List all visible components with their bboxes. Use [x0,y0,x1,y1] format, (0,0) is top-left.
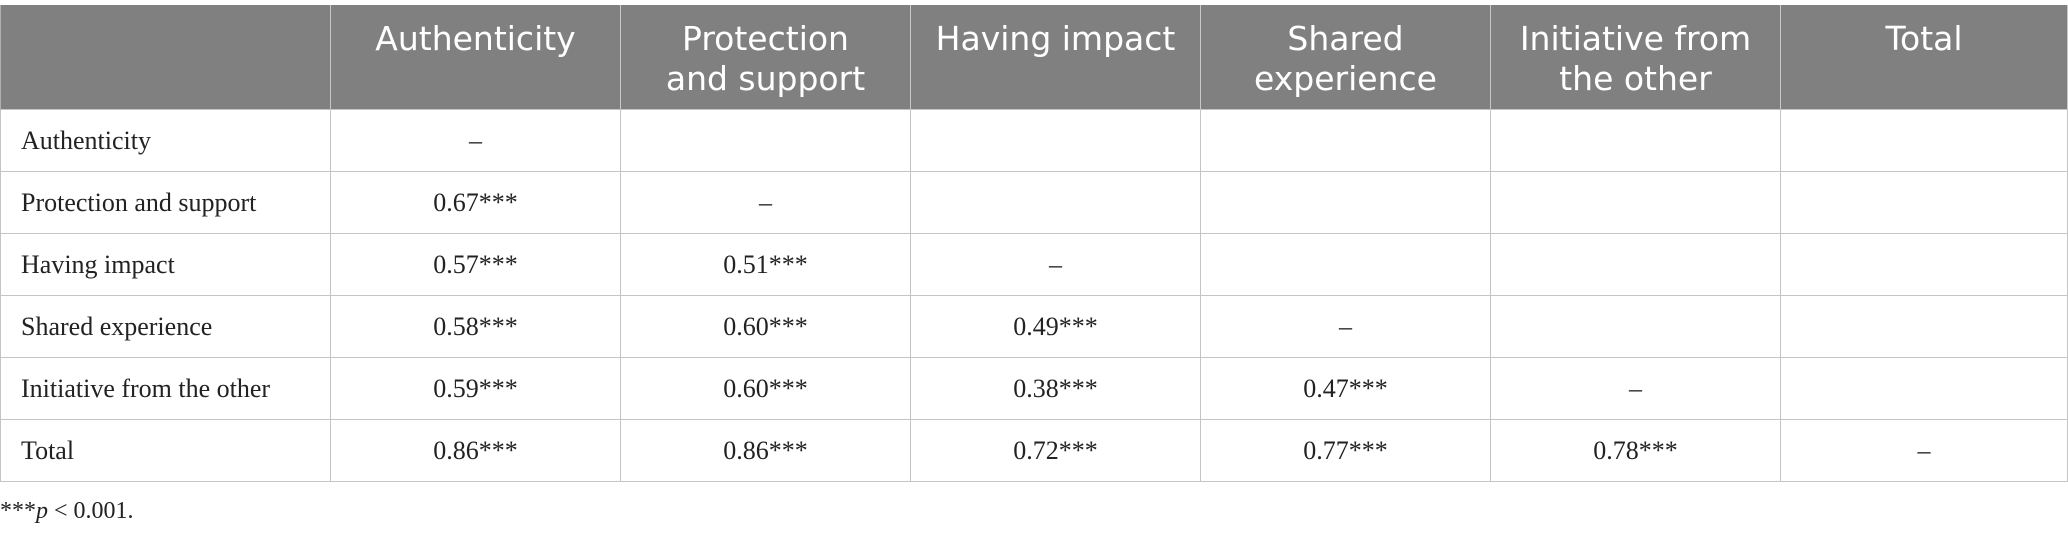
table-cell: 0.57*** [330,233,621,296]
table-row: Having impact 0.57*** 0.51*** – [0,233,2068,296]
header-cell-authenticity: Authenticity [330,5,621,110]
table-footnote: ***p < 0.001. [0,498,134,525]
table-header: Authenticity Protection and support Havi… [0,5,2068,110]
table-cell: 0.47*** [1200,357,1491,420]
table-row: Protection and support 0.67*** – [0,171,2068,234]
header-row: Authenticity Protection and support Havi… [0,5,2068,110]
header-cell-total: Total [1780,5,2068,110]
correlation-table: Authenticity Protection and support Havi… [0,5,2068,482]
table-cell [1780,295,2068,358]
table-row: Total 0.86*** 0.86*** 0.72*** 0.77*** 0.… [0,419,2068,482]
table-cell: 0.86*** [620,419,911,482]
table-row: Initiative from the other 0.59*** 0.60**… [0,357,2068,420]
row-label: Shared experience [0,295,331,358]
table-cell: 0.86*** [330,419,621,482]
table-body: Authenticity – Protection and support 0.… [0,109,2068,482]
table-cell: 0.60*** [620,357,911,420]
table-cell: – [1780,419,2068,482]
table-cell: – [910,233,1201,296]
correlation-table-container: Authenticity Protection and support Havi… [0,5,2068,482]
table-cell: – [620,171,911,234]
table-cell: 0.59*** [330,357,621,420]
row-label: Total [0,419,331,482]
table-cell: 0.60*** [620,295,911,358]
table-cell [1490,233,1781,296]
table-row: Authenticity – [0,109,2068,172]
table-cell [1490,171,1781,234]
table-cell: 0.78*** [1490,419,1781,482]
table-cell [1780,171,2068,234]
table-cell: 0.51*** [620,233,911,296]
table-cell: – [1200,295,1491,358]
table-cell: 0.72*** [910,419,1201,482]
table-cell: 0.67*** [330,171,621,234]
table-cell: 0.58*** [330,295,621,358]
row-label: Authenticity [0,109,331,172]
table-cell [1200,109,1491,172]
table-cell [620,109,911,172]
header-cell-having-impact: Having impact [910,5,1201,110]
table-cell [1780,357,2068,420]
table-cell [1780,233,2068,296]
header-cell-protection-and-support: Protection and support [620,5,911,110]
row-label: Protection and support [0,171,331,234]
header-cell-shared-experience: Shared experience [1200,5,1491,110]
header-cell-initiative-from-the-other: Initiative from the other [1490,5,1781,110]
table-cell: – [1490,357,1781,420]
row-label: Initiative from the other [0,357,331,420]
table-cell: – [330,109,621,172]
table-cell [910,109,1201,172]
table-cell: 0.77*** [1200,419,1491,482]
footnote-threshold: < 0.001. [48,498,134,524]
row-label: Having impact [0,233,331,296]
table-row: Shared experience 0.58*** 0.60*** 0.49**… [0,295,2068,358]
table-cell [1780,109,2068,172]
table-cell [1200,171,1491,234]
table-cell [1490,295,1781,358]
table-cell [1490,109,1781,172]
table-cell [1200,233,1491,296]
footnote-stars: *** [0,498,36,524]
table-cell: 0.49*** [910,295,1201,358]
header-cell-corner [0,5,331,110]
footnote-p-symbol: p [36,498,48,524]
table-cell: 0.38*** [910,357,1201,420]
table-cell [910,171,1201,234]
